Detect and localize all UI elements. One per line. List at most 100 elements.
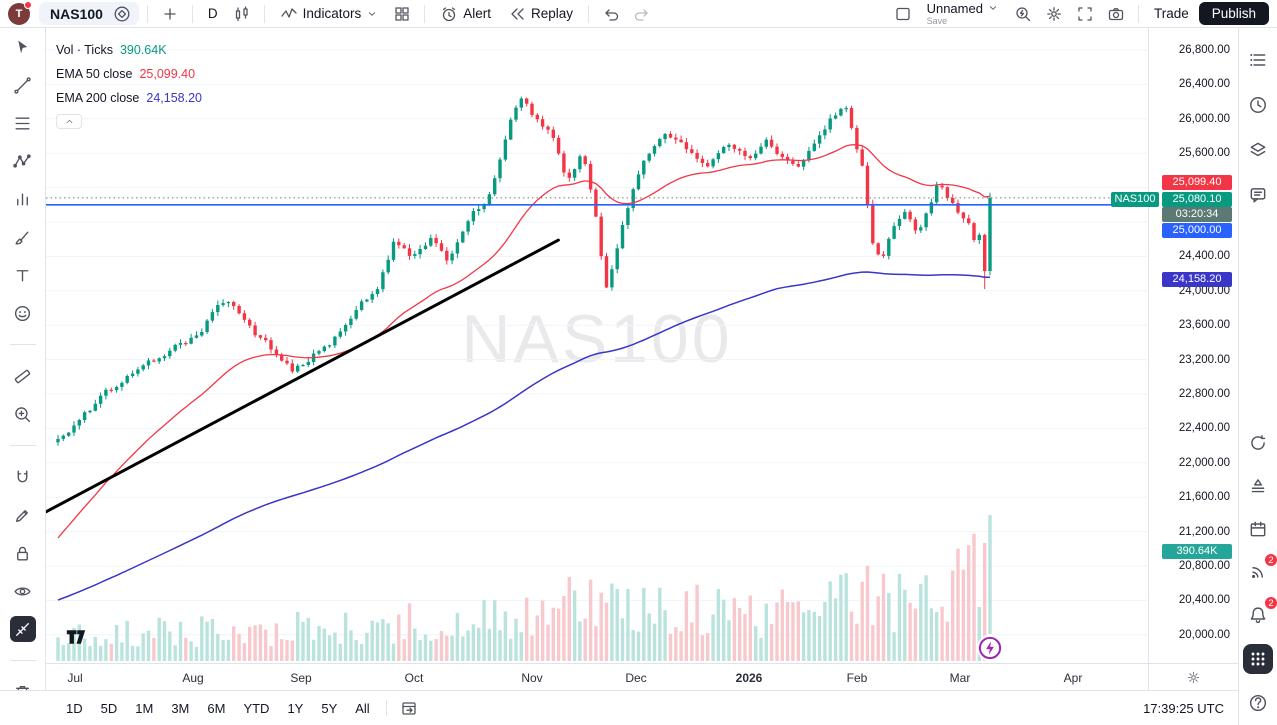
date-range-group: 1D 5D 1M 3M 6M YTD 1Y 5Y All: [58, 698, 378, 719]
range-button-all[interactable]: All: [347, 698, 377, 719]
text-tool[interactable]: [10, 262, 36, 288]
indicators-button[interactable]: Indicators: [273, 2, 386, 26]
range-button-6m[interactable]: 6M: [199, 698, 233, 719]
cursor-tool[interactable]: [10, 34, 36, 60]
price-tick-label: 23,600.00: [1178, 319, 1230, 331]
gear-icon[interactable]: [1186, 670, 1201, 685]
legend-ema200-row[interactable]: EMA 200 close 24,158.20: [56, 86, 202, 110]
range-button-5d[interactable]: 5D: [93, 698, 126, 719]
emoji-tool[interactable]: [10, 300, 36, 326]
symbol-name: NAS100: [50, 5, 103, 22]
forecast-tool[interactable]: [10, 186, 36, 212]
toolbar-separator: [9, 660, 36, 661]
range-button-1d[interactable]: 1D: [58, 698, 91, 719]
ema50-title: EMA 50 close: [56, 67, 133, 81]
price-tick-label: 24,400.00: [1178, 250, 1230, 262]
settings-gear-icon[interactable]: [1040, 2, 1068, 26]
price-tick-label: 26,400.00: [1178, 78, 1230, 90]
legend-ema50-row[interactable]: EMA 50 close 25,099.40: [56, 62, 202, 86]
volume-value-label: 390.64K: [1162, 544, 1232, 559]
time-axis-label: Feb: [846, 671, 868, 685]
price-scale[interactable]: 26,800.00 26,400.00 26,000.00 25,600.00 24,4…: [1111, 28, 1238, 663]
help-icon[interactable]: [1244, 689, 1272, 717]
interval-button[interactable]: D: [201, 3, 225, 24]
symbol-search-button[interactable]: NAS100: [39, 2, 139, 25]
clock[interactable]: 17:39:25 UTC: [1143, 700, 1224, 716]
price-tick-label: 25,600.00: [1178, 147, 1230, 159]
chart-type-button[interactable]: [228, 2, 256, 26]
ema50-value: 25,099.40: [139, 67, 196, 81]
brush-tool[interactable]: [10, 224, 36, 250]
lock-all-tool[interactable]: [10, 540, 36, 566]
magnet-tool[interactable]: [10, 464, 36, 490]
ema200-title: EMA 200 close: [56, 91, 140, 105]
streams-icon[interactable]: 2: [1244, 553, 1277, 586]
alerts-icon[interactable]: [1244, 91, 1272, 119]
range-button-ytd[interactable]: YTD: [235, 698, 277, 719]
replay-label: Replay: [530, 6, 573, 21]
fib-retracement-tool[interactable]: [10, 110, 36, 136]
avatar-letter: T: [15, 7, 23, 20]
go-to-date-button[interactable]: [395, 696, 423, 720]
price-tick-label: 22,800.00: [1178, 388, 1230, 400]
compare-add-symbol-button[interactable]: [156, 2, 184, 26]
chevron-down-icon: [366, 8, 378, 20]
bottom-toolbar: 1D 5D 1M 3M 6M YTD 1Y 5Y All 17:39:25 UTC: [0, 690, 1238, 725]
layout-select-button[interactable]: [889, 2, 917, 26]
toolbar-separator: [263, 4, 265, 23]
user-avatar[interactable]: T: [8, 0, 32, 25]
watchlist-icon[interactable]: [1244, 46, 1272, 74]
chevron-down-icon: [987, 2, 999, 14]
ema50-price-label: 25,099.40: [1162, 175, 1232, 190]
price-tick-label: 22,000.00: [1178, 457, 1230, 469]
ideas-icon[interactable]: [1244, 429, 1272, 457]
calendar-icon[interactable]: [1244, 515, 1272, 543]
range-button-1y[interactable]: 1Y: [279, 698, 311, 719]
measure-tool[interactable]: [10, 363, 36, 389]
legend-volume-row[interactable]: Vol · Ticks 390.64K: [56, 38, 202, 62]
hide-all-tool[interactable]: [10, 578, 36, 604]
range-button-1m[interactable]: 1M: [127, 698, 161, 719]
favorite-drawings-tool[interactable]: [9, 616, 36, 642]
notifications-icon[interactable]: 2: [1244, 596, 1277, 629]
chart-plot[interactable]: [46, 28, 1148, 663]
toolbar-separator: [588, 4, 589, 23]
time-axis-label: Apr: [1063, 671, 1083, 685]
lightning-status-icon[interactable]: [977, 634, 1005, 662]
toolbar-separator: [424, 4, 426, 23]
legend-collapse-button[interactable]: [56, 114, 82, 129]
time-axis[interactable]: Jul Aug Sep Oct Nov Dec 2026 Feb Mar Apr: [46, 663, 1148, 690]
zoom-in-tool[interactable]: [10, 401, 36, 427]
alert-button[interactable]: Alert: [433, 2, 498, 26]
apps-menu-icon[interactable]: [1243, 644, 1273, 674]
quick-search-icon[interactable]: [1009, 2, 1037, 26]
time-axis-label: Oct: [404, 671, 424, 685]
axis-corner: [1148, 663, 1238, 690]
trade-button[interactable]: Trade: [1147, 3, 1196, 24]
countdown-label: 03:20:34: [1162, 207, 1232, 222]
notification-badge: 2: [1264, 553, 1277, 567]
top-movers-icon[interactable]: [1244, 472, 1272, 500]
undo-button[interactable]: [597, 2, 625, 26]
drawing-tool[interactable]: [10, 502, 36, 528]
trend-line-tool[interactable]: [10, 72, 36, 98]
snapshot-camera-icon[interactable]: [1102, 2, 1130, 26]
tradingview-logo[interactable]: [64, 626, 88, 648]
redo-button[interactable]: [628, 2, 656, 26]
save-label[interactable]: Save: [926, 15, 948, 26]
symbol-flag-icon[interactable]: [113, 5, 131, 23]
chart-canvas[interactable]: NAS100 Vol · Ticks 390.64K EMA 50 close …: [46, 28, 1148, 663]
object-tree-icon[interactable]: [1244, 136, 1272, 164]
fullscreen-icon[interactable]: [1071, 2, 1099, 26]
multichart-layout-button[interactable]: [388, 2, 416, 26]
interval-label: D: [207, 6, 218, 21]
pattern-tool[interactable]: [10, 148, 36, 174]
layout-menu-button[interactable]: Unnamed Save: [920, 0, 1006, 29]
range-button-3m[interactable]: 3M: [163, 698, 197, 719]
replay-button[interactable]: Replay: [501, 2, 580, 26]
range-button-5y[interactable]: 5Y: [313, 698, 345, 719]
chat-icon[interactable]: [1244, 181, 1272, 209]
publish-button[interactable]: Publish: [1198, 2, 1269, 25]
